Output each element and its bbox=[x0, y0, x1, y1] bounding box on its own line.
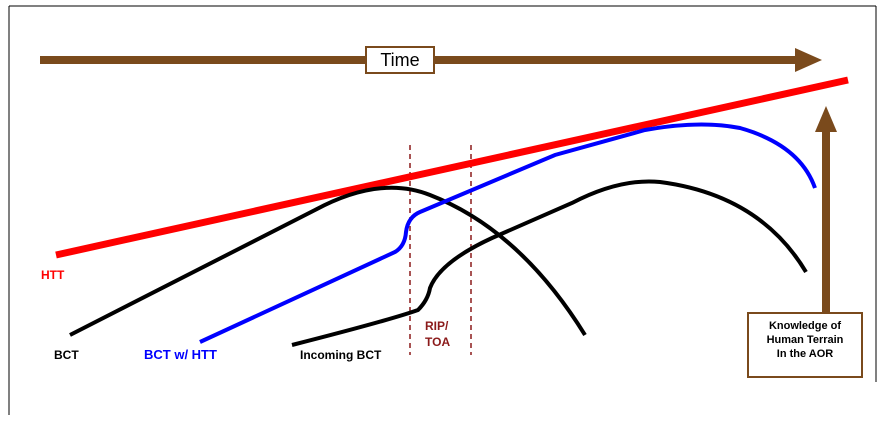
knowledge-line3: In the AOR bbox=[776, 348, 834, 360]
time-arrow-head bbox=[795, 48, 822, 72]
htt-label: HTT bbox=[41, 268, 65, 282]
bct-curve bbox=[69, 185, 587, 337]
bct-label: BCT bbox=[54, 348, 79, 362]
toa-label: TOA bbox=[425, 335, 450, 349]
rip-label: RIP/ bbox=[425, 319, 449, 333]
incoming-bct-curve bbox=[291, 179, 808, 347]
time-label: Time bbox=[380, 49, 420, 70]
knowledge-arrow-head bbox=[815, 106, 837, 132]
bct-htt-curve bbox=[199, 122, 817, 344]
knowledge-line2: Human Terrain bbox=[766, 334, 844, 346]
knowledge-line1: Knowledge of bbox=[768, 320, 842, 332]
htt-line bbox=[55, 76, 849, 259]
time-label-box: Time bbox=[365, 46, 435, 74]
incoming-bct-label: Incoming BCT bbox=[300, 348, 382, 362]
bct-w-htt-label: BCT w/ HTT bbox=[144, 347, 217, 362]
knowledge-box: Knowledge of Human Terrain In the AOR bbox=[747, 312, 863, 378]
